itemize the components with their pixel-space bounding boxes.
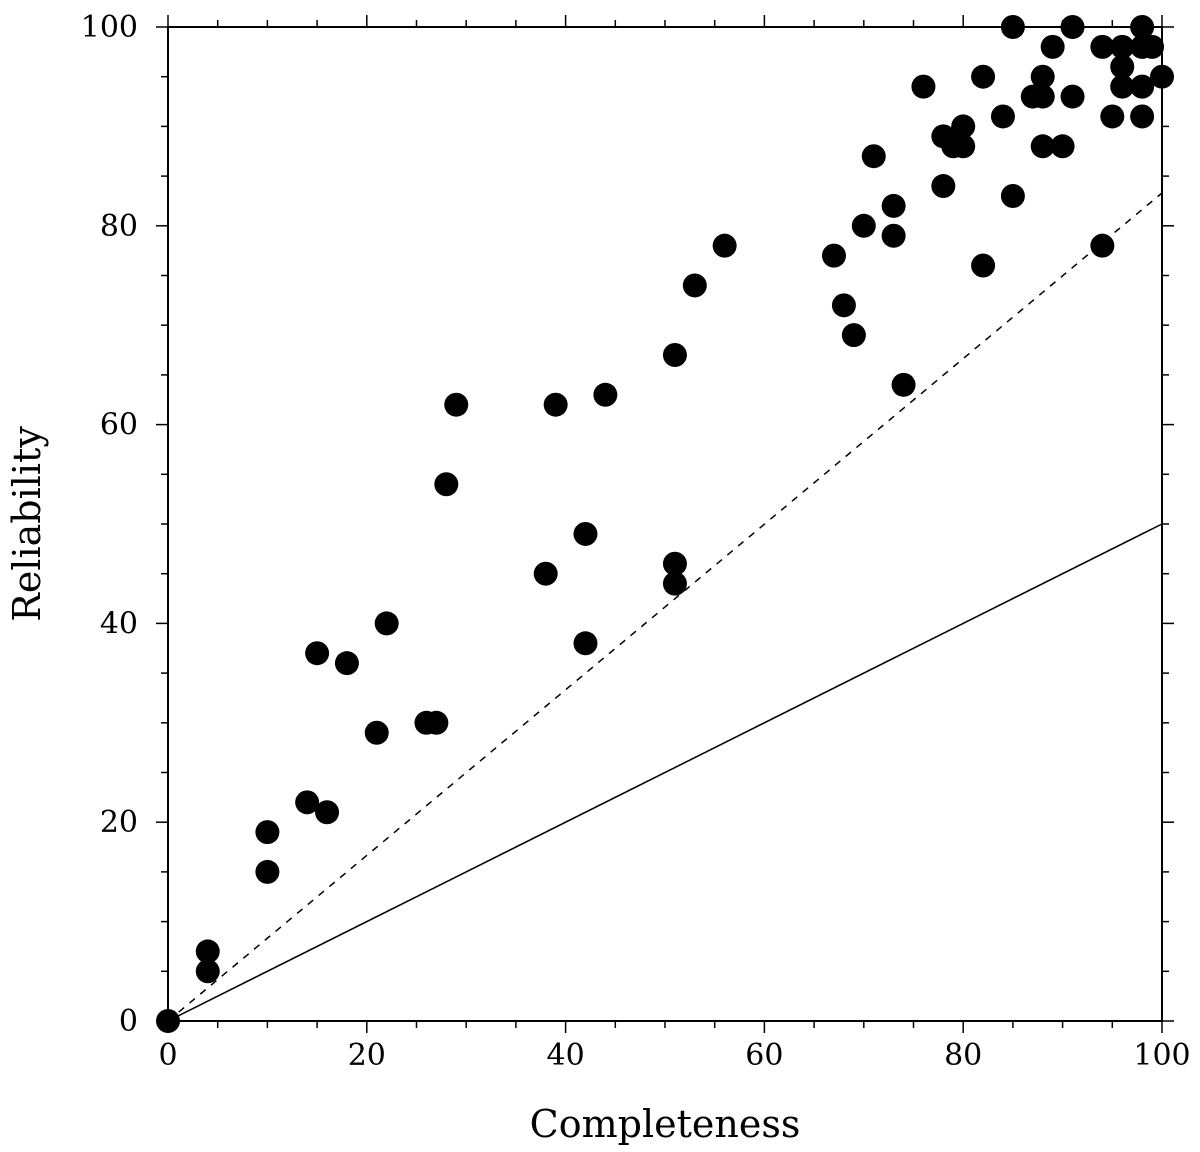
data-point-51 bbox=[1060, 84, 1085, 109]
data-point-38 bbox=[951, 134, 976, 159]
data-point-18 bbox=[573, 631, 598, 656]
x-tick-label: 100 bbox=[1133, 1038, 1190, 1073]
y-tick-label: 100 bbox=[81, 10, 138, 45]
y-tick-label: 60 bbox=[100, 408, 138, 443]
x-tick-label: 20 bbox=[348, 1038, 386, 1073]
data-point-17 bbox=[573, 521, 598, 546]
data-point-25 bbox=[821, 243, 846, 268]
x-axis-label: Completeness bbox=[530, 1102, 801, 1146]
plot-frame bbox=[167, 26, 1163, 1022]
data-point-41 bbox=[990, 104, 1015, 129]
data-point-5 bbox=[295, 790, 320, 815]
data-point-1 bbox=[195, 939, 220, 964]
data-point-56 bbox=[1110, 54, 1135, 79]
data-point-55 bbox=[1110, 34, 1135, 59]
data-point-22 bbox=[662, 571, 687, 596]
data-point-31 bbox=[881, 223, 906, 248]
y-tick-label: 80 bbox=[100, 209, 138, 244]
data-point-9 bbox=[364, 720, 389, 745]
x-tick-label: 0 bbox=[158, 1038, 177, 1073]
data-point-4 bbox=[255, 859, 280, 884]
data-point-29 bbox=[861, 144, 886, 169]
data-point-39 bbox=[971, 64, 996, 89]
x-tick-label: 80 bbox=[944, 1038, 982, 1073]
data-point-35 bbox=[931, 174, 956, 199]
tick-labels: 0 20 40 60 80 100 0 20 40 60 80 100 bbox=[81, 10, 1191, 1073]
data-point-28 bbox=[851, 213, 876, 238]
data-point-10 bbox=[374, 611, 399, 636]
data-point-7 bbox=[315, 800, 340, 825]
data-point-45 bbox=[1030, 64, 1055, 89]
data-point-62 bbox=[1140, 34, 1165, 59]
y-axis-label: Reliability bbox=[5, 426, 49, 622]
data-point-53 bbox=[1090, 233, 1115, 258]
data-point-32 bbox=[891, 372, 916, 397]
reference-lines bbox=[167, 192, 1163, 1022]
data-point-46 bbox=[1030, 84, 1055, 109]
data-point-30 bbox=[881, 193, 906, 218]
data-point-49 bbox=[1050, 134, 1075, 159]
data-point-40 bbox=[971, 253, 996, 278]
data-point-19 bbox=[593, 382, 618, 407]
data-point-14 bbox=[444, 392, 469, 417]
data-point-24 bbox=[712, 233, 737, 258]
data-point-48 bbox=[1040, 34, 1065, 59]
data-point-57 bbox=[1110, 74, 1135, 99]
data-point-16 bbox=[543, 392, 568, 417]
data-point-60 bbox=[1130, 74, 1155, 99]
data-point-6 bbox=[305, 641, 330, 666]
data-point-37 bbox=[951, 114, 976, 139]
y-tick-label: 40 bbox=[100, 606, 138, 641]
data-point-43 bbox=[1000, 183, 1025, 208]
x-tick-label: 60 bbox=[745, 1038, 783, 1073]
data-point-20 bbox=[662, 343, 687, 368]
data-point-8 bbox=[334, 651, 359, 676]
data-point-2 bbox=[195, 959, 220, 984]
data-point-54 bbox=[1100, 104, 1125, 129]
data-point-27 bbox=[841, 323, 866, 348]
data-point-26 bbox=[831, 293, 856, 318]
data-point-3 bbox=[255, 820, 280, 845]
data-point-13 bbox=[434, 472, 459, 497]
data-point-52 bbox=[1090, 34, 1115, 59]
data-point-61 bbox=[1130, 104, 1155, 129]
data-point-47 bbox=[1030, 134, 1055, 159]
data-point-33 bbox=[911, 74, 936, 99]
y-tick-label: 0 bbox=[119, 1004, 138, 1039]
data-points bbox=[156, 15, 1174, 1033]
data-point-21 bbox=[662, 551, 687, 576]
dashed-reference-line bbox=[167, 192, 1163, 1022]
y-tick-label: 20 bbox=[100, 805, 138, 840]
axis-ticks bbox=[156, 15, 1174, 1033]
data-point-12 bbox=[424, 710, 449, 735]
solid-reference-line bbox=[167, 523, 1163, 1022]
x-tick-label: 40 bbox=[547, 1038, 585, 1073]
data-point-23 bbox=[682, 273, 707, 298]
data-point-15 bbox=[533, 561, 558, 586]
